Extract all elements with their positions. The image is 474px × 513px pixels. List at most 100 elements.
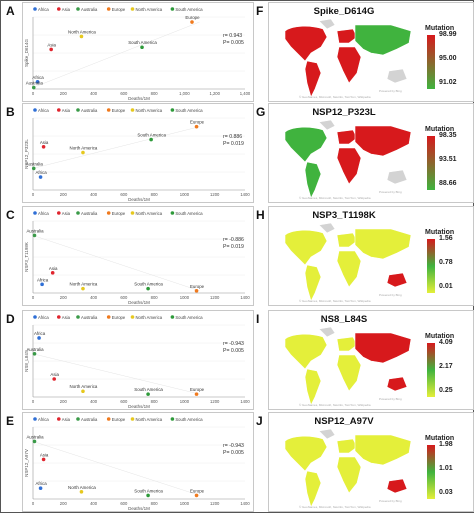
legend-colorbar	[427, 136, 435, 190]
data-label: Africa	[37, 277, 49, 282]
panel-label: E	[6, 414, 15, 428]
x-axis-label: Deaths/1M	[128, 506, 150, 511]
map-region-eu	[336, 28, 358, 44]
panel-label: H	[256, 208, 265, 222]
legend-entry: North America	[136, 211, 163, 216]
legend-entry: Asia	[62, 7, 71, 12]
legend-entry: Africa	[38, 7, 49, 12]
x-tick-label: 200	[60, 295, 68, 300]
x-tick-label: 1200	[210, 501, 220, 506]
y-axis-label: NSP12_P323L	[24, 139, 29, 169]
stat-r: r= -0.886	[223, 237, 244, 243]
map-region-au	[386, 272, 408, 288]
legend-entry: Africa	[38, 211, 49, 216]
x-tick-label: 400	[90, 91, 98, 96]
x-tick-label: 0	[32, 399, 35, 404]
data-point	[79, 34, 84, 39]
legend-entry: Africa	[38, 315, 49, 320]
y-axis-label: NSP3_T1198K	[24, 242, 29, 272]
legend-marker	[170, 7, 175, 11]
x-tick-label: 0	[32, 295, 35, 300]
scatter-plot-E: Africa Asia Australia Europe North America So…	[22, 412, 254, 512]
legend-title: Mutation	[425, 25, 455, 32]
data-label: Africa	[34, 331, 46, 336]
stat-r: r= 0.943	[223, 33, 242, 39]
x-tick-label: 0	[32, 501, 35, 506]
data-label: Europe	[190, 120, 205, 125]
data-point	[35, 80, 40, 84]
map-region-na	[284, 126, 328, 163]
map-region-sa	[304, 470, 322, 508]
legend-tick: 98.99	[439, 31, 457, 38]
x-tick-label: 200	[60, 192, 68, 197]
legend-entry: Asia	[62, 108, 71, 113]
data-label: Asia	[40, 140, 49, 145]
map-credit: Powered by Bing	[379, 397, 402, 401]
map-credit-long: © GeoNames, Microsoft, Navinfo, TomTom, …	[299, 299, 371, 303]
data-point	[194, 493, 199, 498]
trend-line	[32, 126, 200, 169]
scatter-plot-A: Africa Asia Australia Europe North America So…	[22, 2, 254, 102]
legend-tick: 0.03	[439, 489, 453, 496]
legend-entry: Asia	[62, 315, 71, 320]
x-tick-label: 1,200	[209, 91, 220, 96]
choropleth-map-H: NSP3_T1198K Powered by Bing © GeoNames, Mi…	[268, 206, 474, 306]
x-tick-label: 400	[90, 295, 98, 300]
data-label: South America	[137, 133, 166, 138]
legend-marker	[106, 315, 111, 319]
data-point	[31, 85, 36, 90]
x-tick-label: 400	[90, 501, 98, 506]
legend-marker	[57, 211, 61, 215]
x-tick-label: 1400	[240, 295, 250, 300]
legend-marker	[106, 417, 111, 421]
legend-marker	[76, 108, 80, 112]
map-region-gl	[318, 119, 336, 131]
trend-line	[32, 21, 200, 88]
x-tick-label: 800	[151, 295, 159, 300]
legend-tick: 0.25	[439, 387, 453, 394]
map-credit-long: © GeoNames, Microsoft, Navinfo, TomTom, …	[299, 95, 371, 99]
map-credit-long: © GeoNames, Microsoft, Navinfo, TomTom, …	[299, 403, 371, 407]
map-region-na	[284, 333, 328, 370]
x-tick-label: 1400	[240, 192, 250, 197]
legend-entry: North America	[136, 417, 163, 422]
map-credit: Powered by Bing	[379, 293, 402, 297]
map-legend: Mutation 1.56 0.78 0.01	[425, 229, 471, 299]
stat-r: r= -0.943	[223, 443, 244, 449]
map-region-as	[354, 228, 412, 260]
x-tick-label: 600	[120, 91, 128, 96]
x-axis-label: Deaths/1M	[128, 96, 150, 101]
scatter-svg: Africa Asia Australia Europe North America So…	[24, 211, 250, 305]
legend-tick: 0.78	[439, 259, 453, 266]
data-label: Asia	[49, 266, 58, 271]
legend-tick: 1.01	[439, 465, 453, 472]
x-tick-label: 1,000	[179, 91, 190, 96]
data-point	[146, 392, 150, 396]
map-region-au	[386, 68, 408, 84]
legend-marker	[33, 417, 37, 421]
legend-tick: 1.98	[439, 441, 453, 448]
legend-tick: 2.17	[439, 363, 453, 370]
data-point	[32, 233, 37, 238]
x-tick-label: 1200	[210, 295, 220, 300]
data-label: Europe	[190, 387, 205, 392]
legend-entry: Europe	[112, 108, 126, 113]
data-point	[194, 289, 199, 293]
data-label: Africa	[35, 481, 47, 486]
legend-entry: Europe	[112, 417, 126, 422]
legend-tick: 91.02	[439, 79, 457, 86]
data-label: North America	[68, 29, 96, 34]
data-label: Australia	[26, 347, 44, 352]
scatter-svg: Africa Asia Australia Europe North America So…	[24, 7, 251, 101]
data-point	[49, 47, 53, 52]
x-tick-label: 0	[32, 192, 35, 197]
map-region-af	[336, 354, 362, 392]
legend-tick: 98.35	[439, 132, 457, 139]
legend-marker	[170, 315, 175, 319]
legend-marker	[106, 211, 111, 215]
x-tick-label: 400	[90, 192, 98, 197]
stat-p: P= 0.005	[223, 450, 244, 456]
x-tick-label: 600	[120, 295, 128, 300]
data-label: Africa	[35, 170, 47, 175]
legend-title: Mutation	[425, 126, 455, 133]
